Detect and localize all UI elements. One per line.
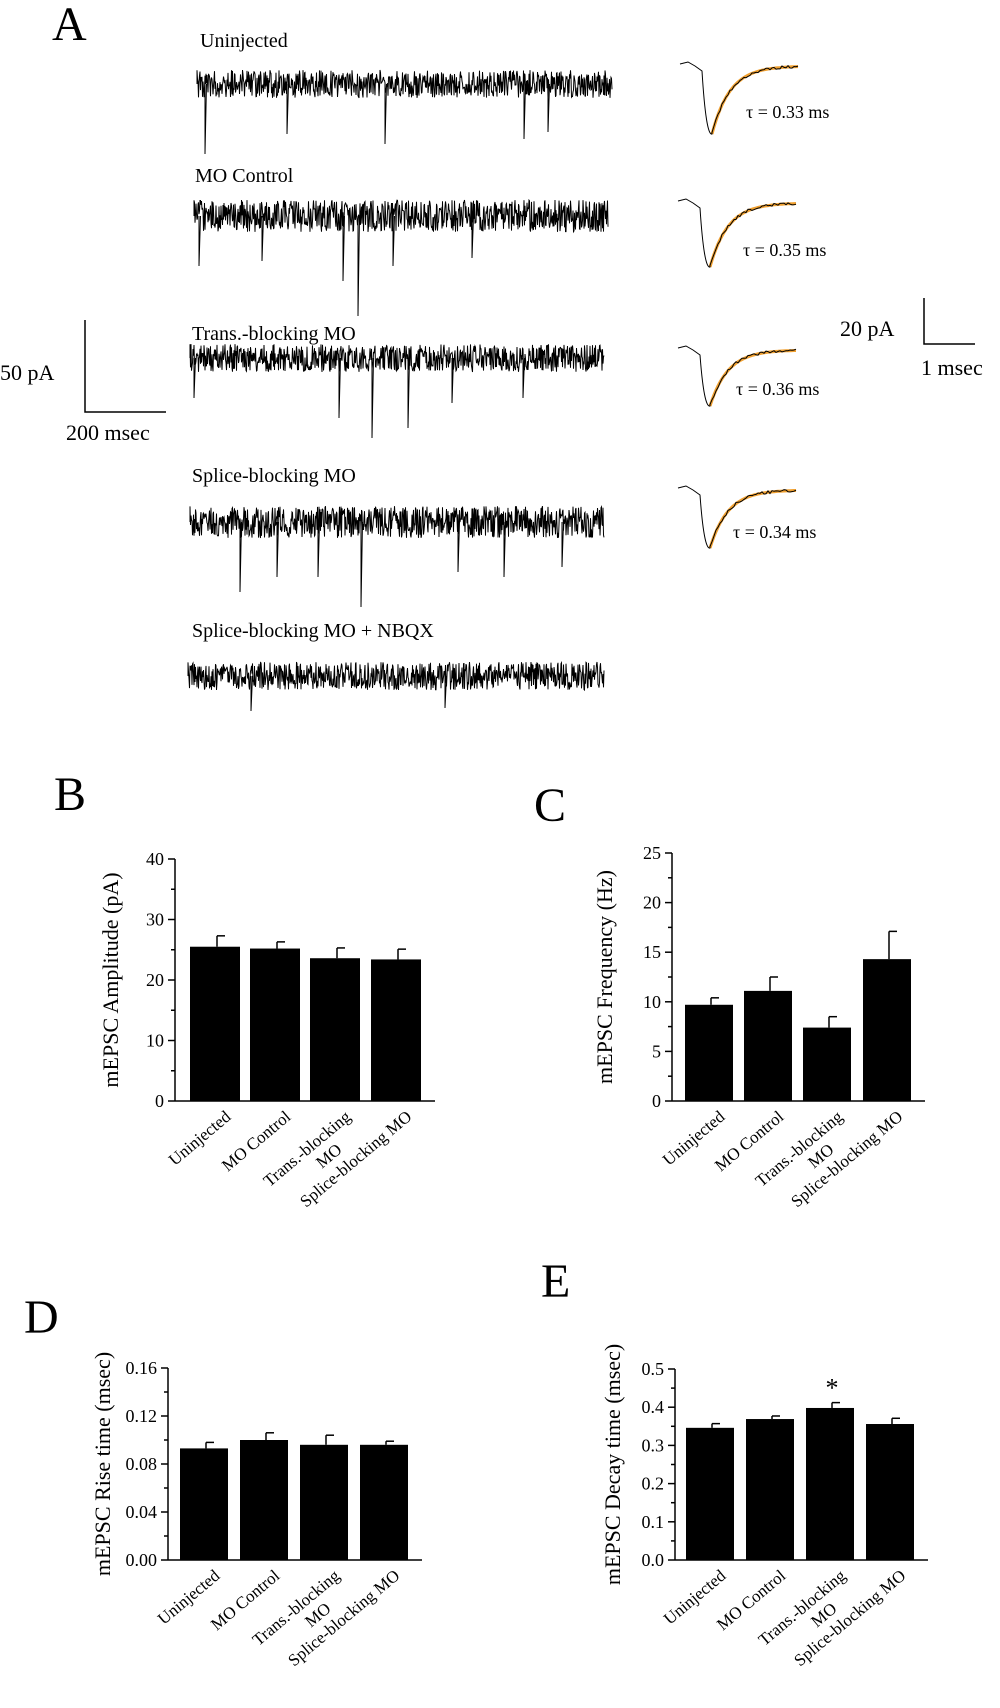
raw-trace-2: [193, 198, 609, 317]
y-tick-label: 0.08: [126, 1454, 158, 1474]
trace-label-splice-nbqx: Splice-blocking MO + NBQX: [192, 620, 434, 642]
y-axis-title: mEPSC Rise time (msec): [90, 1352, 115, 1576]
panel-a-letter: A: [52, 0, 87, 51]
trace-label-mo-control: MO Control: [195, 165, 294, 187]
y-tick-label: 20: [643, 893, 661, 913]
tau-label-mo-control: τ = 0.35 ms: [743, 240, 826, 260]
scale-label-50pa: 50 pA: [0, 360, 55, 385]
y-tick-label: 0.2: [642, 1474, 665, 1494]
bar-3: [806, 1407, 854, 1560]
y-tick-label: 5: [652, 1041, 661, 1061]
average-trace-1: [679, 61, 799, 135]
scale-label-1msec: 1 msec: [921, 355, 983, 380]
y-tick-label: 0.00: [126, 1550, 158, 1570]
y-tick-label: 0.1: [642, 1512, 665, 1532]
y-tick-label: 10: [146, 1031, 164, 1051]
y-tick-label: 30: [146, 910, 164, 930]
average-trace-3: [677, 345, 797, 407]
y-tick-label: 0: [155, 1091, 164, 1111]
y-tick-label: 0: [652, 1091, 661, 1111]
bar-3: [310, 958, 360, 1101]
y-tick-label: 0.16: [126, 1358, 158, 1378]
bar-4: [360, 1444, 408, 1560]
y-tick-label: 0.04: [126, 1502, 158, 1522]
panel-d-rise-time-chart: D 0.00 0.04 0.08 0.12 0.16 mEPSC Rise time (m…: [24, 1291, 422, 1670]
raw-trace-3: [189, 344, 605, 439]
y-tick-label: 0.4: [642, 1397, 665, 1417]
scale-label-200msec: 200 msec: [66, 420, 150, 445]
raw-trace-5: [187, 660, 605, 712]
panel-a: A Uninjected MO Control Trans.-blocking …: [0, 0, 983, 712]
bar-4: [863, 959, 911, 1101]
trace-label-uninjected: Uninjected: [200, 30, 288, 52]
y-tick-label: 15: [643, 942, 661, 962]
y-tick-label: 20: [146, 970, 164, 990]
significance-star: *: [826, 1374, 839, 1403]
panel-b-letter: B: [54, 768, 86, 821]
scale-label-20pa: 20 pA: [840, 316, 895, 341]
panel-c-letter: C: [534, 779, 566, 832]
panel-e-decay-time-chart: E 0.0 0.1 0.2 0.3 0.4 0.5 mEPSC Decay time (ms…: [541, 1255, 928, 1670]
bar-4: [371, 959, 421, 1101]
average-trace-4: [677, 485, 797, 549]
y-tick-label: 0.3: [642, 1435, 665, 1455]
bar-1: [190, 946, 240, 1101]
raw-trace-1: [196, 69, 613, 155]
raw-trace-4: [189, 504, 605, 608]
y-tick-label: 40: [146, 849, 164, 869]
trace-label-trans-blocking: Trans.-blocking MO: [192, 323, 356, 345]
bar-4: [866, 1424, 914, 1560]
y-axis-title: mEPSC Decay time (msec): [600, 1344, 625, 1585]
tau-label-uninjected: τ = 0.33 ms: [746, 102, 829, 122]
y-tick-label: 25: [643, 843, 661, 863]
bar-2: [250, 948, 300, 1101]
scale-bar-left: [84, 320, 166, 413]
y-tick-label: 0.0: [642, 1550, 665, 1570]
average-traces: [677, 61, 799, 549]
bar-1: [685, 1004, 733, 1101]
panel-d-letter: D: [24, 1291, 59, 1344]
scale-bar-right: [923, 298, 975, 345]
y-tick-label: 0.12: [126, 1406, 158, 1426]
tau-label-splice-blocking: τ = 0.34 ms: [733, 522, 816, 542]
bar-2: [240, 1440, 288, 1560]
bar-1: [180, 1448, 228, 1560]
bar-3: [300, 1444, 348, 1560]
bar-2: [746, 1419, 794, 1560]
y-tick-label: 0.5: [642, 1359, 665, 1379]
panel-e-letter: E: [541, 1255, 570, 1308]
y-axis-title: mEPSC Amplitude (pA): [98, 872, 123, 1087]
y-axis-title: mEPSC Frequency (Hz): [592, 870, 617, 1084]
raw-traces: [187, 69, 613, 712]
trace-label-splice-blocking: Splice-blocking MO: [192, 465, 356, 487]
bar-3: [803, 1027, 851, 1101]
tau-label-trans-blocking: τ = 0.36 ms: [736, 379, 819, 399]
average-trace-2: [677, 198, 797, 268]
y-tick-label: 10: [643, 992, 661, 1012]
bar-2: [744, 990, 792, 1101]
bar-1: [686, 1427, 734, 1560]
